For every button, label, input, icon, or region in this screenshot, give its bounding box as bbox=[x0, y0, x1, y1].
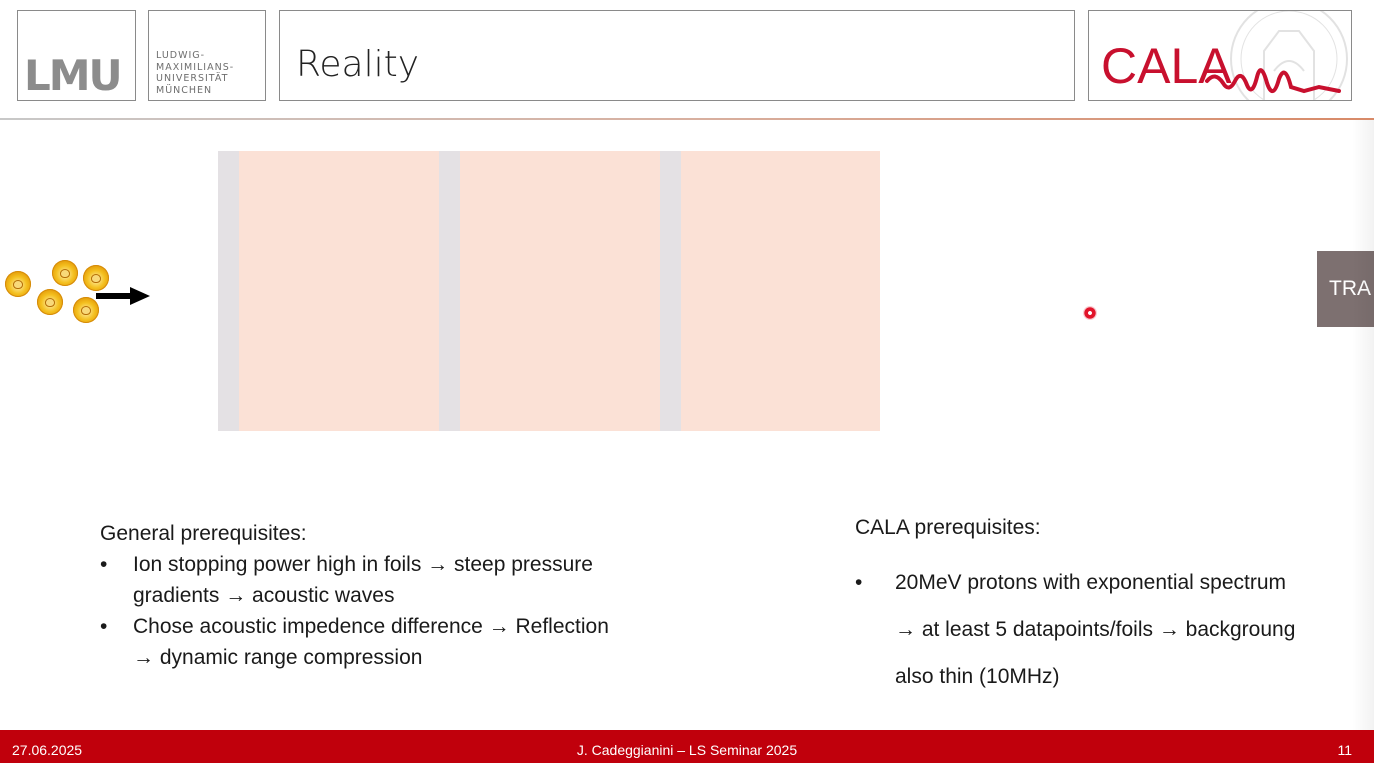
lion-face-icon bbox=[83, 265, 109, 291]
page-number: 11 bbox=[1337, 742, 1352, 758]
side-tab-label: TRA bbox=[1329, 277, 1371, 300]
university-line-2: MAXIMILIANS- bbox=[156, 61, 235, 73]
edge-shadow bbox=[1352, 120, 1374, 730]
university-line-3: UNIVERSITÄT bbox=[156, 73, 229, 84]
lmu-logo-text: LMU bbox=[24, 51, 123, 100]
waveform-icon bbox=[1205, 68, 1341, 94]
university-line-4: MÜNCHEN bbox=[156, 84, 213, 96]
slide-title-box: Reality bbox=[279, 10, 1075, 101]
university-name-logo: LUDWIG- MAXIMILIANS- UNIVERSITÄT MÜNCHEN bbox=[148, 10, 266, 101]
lion-face-icon bbox=[73, 297, 99, 323]
foil-layer-3 bbox=[681, 151, 880, 431]
lion-face-icon bbox=[52, 260, 78, 286]
lmu-logo: LMU bbox=[17, 10, 136, 101]
foil-gap-2 bbox=[439, 151, 460, 431]
bullet-line: also thin (10MHz) bbox=[895, 665, 1060, 688]
foil-layer-1 bbox=[239, 151, 439, 431]
list-item: • 20MeV protons with exponential spectru… bbox=[855, 559, 1365, 700]
side-tab[interactable]: TRA bbox=[1317, 251, 1374, 327]
bullet-icon: • bbox=[855, 571, 863, 594]
general-prerequisites: General prerequisites: • Ion stopping po… bbox=[100, 518, 700, 673]
cala-logo: CALA bbox=[1088, 10, 1352, 101]
list-item: • Chose acoustic impedence difference → … bbox=[100, 611, 700, 673]
bullet-line: → at least 5 datapoints/foils → backgrou… bbox=[895, 618, 1296, 641]
laser-pointer-dot bbox=[1083, 306, 1097, 320]
general-heading: General prerequisites: bbox=[100, 522, 307, 545]
university-line-1: LUDWIG- bbox=[156, 50, 206, 61]
bullet-line: 20MeV protons with exponential spectrum bbox=[895, 571, 1287, 594]
lion-face-icon bbox=[37, 289, 63, 315]
foil-gap-3 bbox=[660, 151, 681, 431]
footer-bar: 27.06.2025 J. Cadeggianini – LS Seminar … bbox=[0, 730, 1374, 763]
cala-prerequisites: CALA prerequisites: • 20MeV protons with… bbox=[855, 512, 1365, 700]
bullet-line: gradients → acoustic waves bbox=[133, 584, 395, 607]
bullet-icon: • bbox=[100, 615, 108, 638]
bullet-line: → dynamic range compression bbox=[133, 646, 423, 669]
cala-logo-text: CALA bbox=[1101, 38, 1232, 94]
bullet-line: Ion stopping power high in foils → steep… bbox=[133, 553, 593, 576]
foil-gap-1 bbox=[218, 151, 239, 431]
footer-author: J. Cadeggianini – LS Seminar 2025 bbox=[576, 742, 798, 758]
bullet-icon: • bbox=[100, 553, 108, 576]
list-item: • Ion stopping power high in foils → ste… bbox=[100, 549, 700, 611]
lion-face-icon bbox=[5, 271, 31, 297]
foil-layer-2 bbox=[460, 151, 660, 431]
cala-heading: CALA prerequisites: bbox=[855, 516, 1041, 539]
seal-icon bbox=[1230, 11, 1348, 100]
bullet-line: Chose acoustic impedence difference → Re… bbox=[133, 615, 609, 638]
header-divider bbox=[0, 118, 1374, 120]
cala-logo-graphic: CALA bbox=[1101, 11, 1348, 100]
slide-title: Reality bbox=[296, 44, 420, 85]
beam-arrow-icon bbox=[96, 287, 150, 305]
footer-date: 27.06.2025 bbox=[12, 742, 83, 758]
